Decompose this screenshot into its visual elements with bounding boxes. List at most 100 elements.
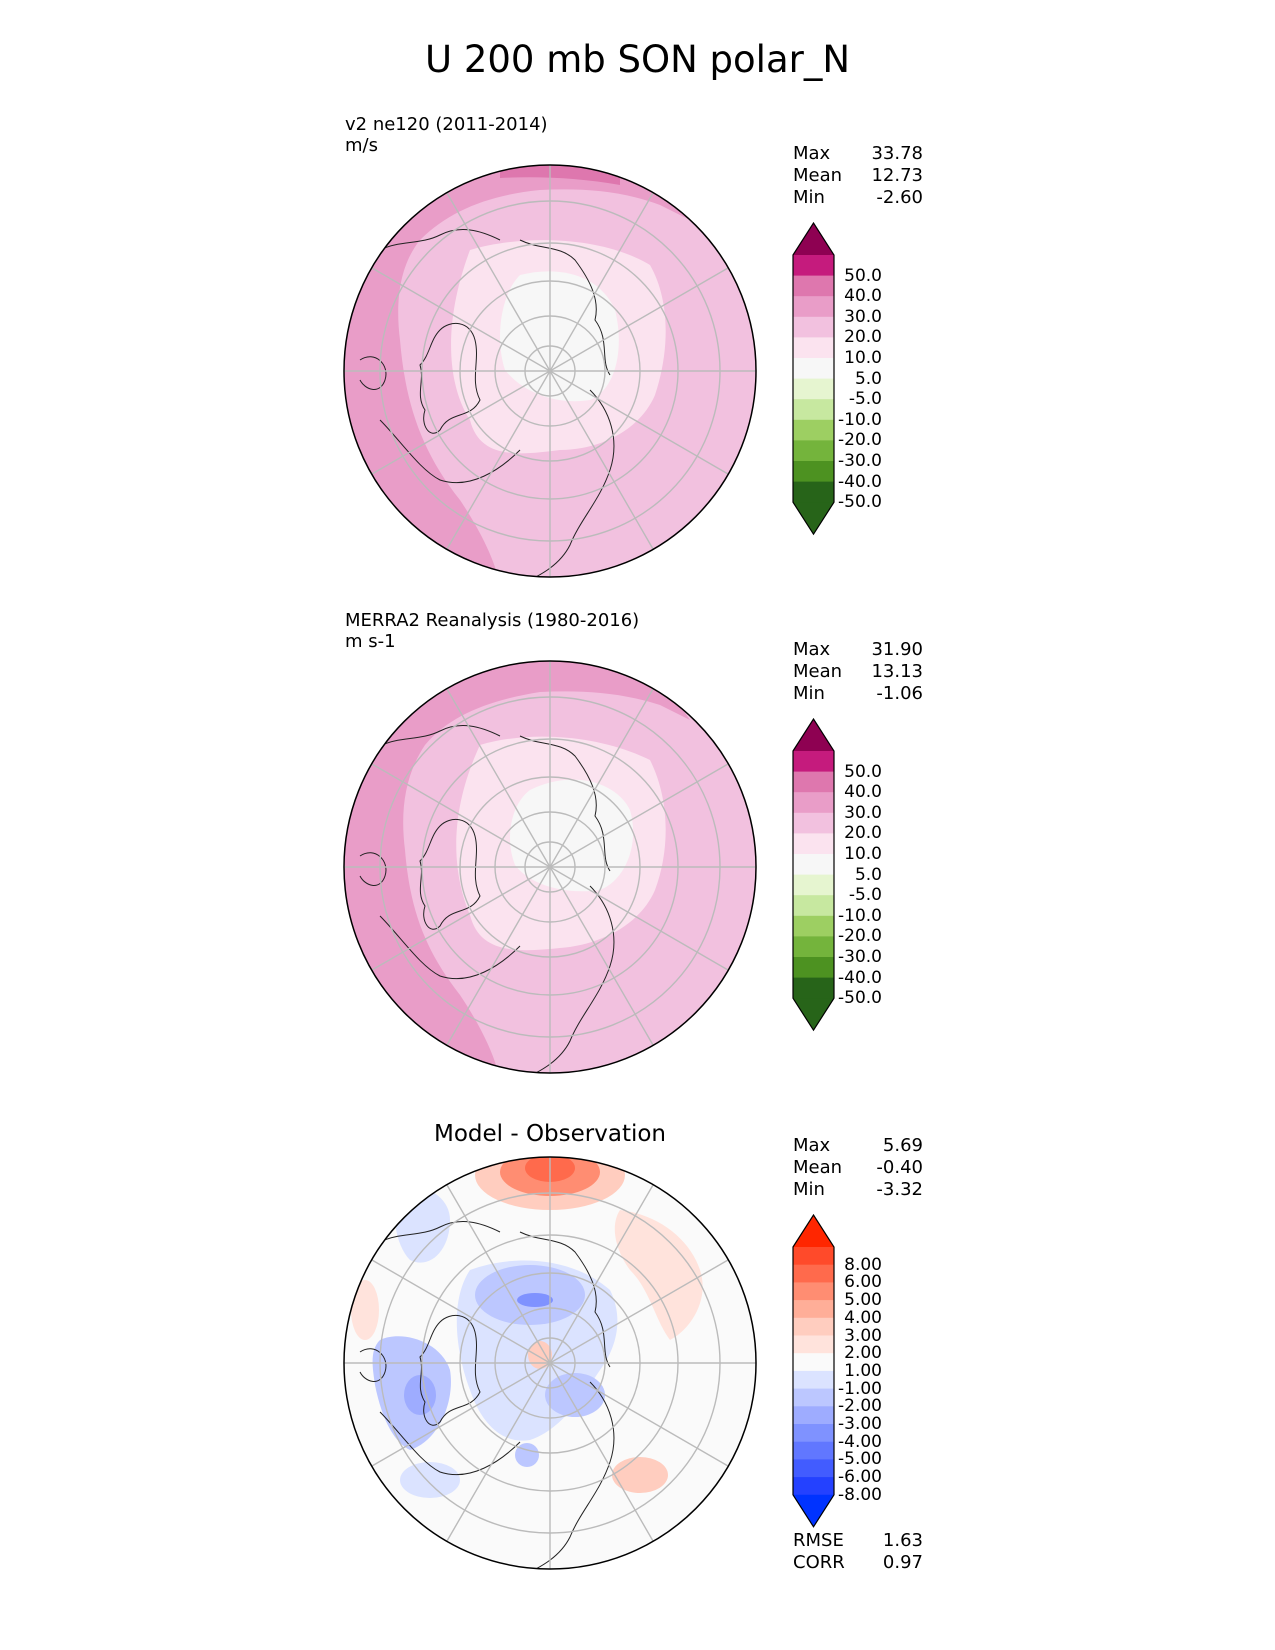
panel2-colorbar (792, 717, 835, 1032)
colorbar-tick-label: 20.0 (844, 823, 882, 844)
colorbar-segment (793, 895, 834, 917)
colorbar-tick-label: 6.00 (844, 1272, 882, 1293)
stat-label: Max (793, 639, 831, 660)
panel1-stats: Max 33.78 Mean 12.73 Min -2.60 (793, 143, 923, 209)
figure-title: U 200 mb SON polar_N (424, 38, 851, 81)
stat-max: 31.90 (871, 639, 923, 660)
stat-min: -3.32 (876, 1179, 923, 1200)
colorbar-tick-label: 40.0 (844, 286, 882, 307)
colorbar-tick-label: 30.0 (844, 802, 882, 823)
jet-band-fill (344, 661, 690, 1073)
panel2-title: MERRA2 Reanalysis (1980-2016) (345, 610, 640, 631)
graticule (344, 165, 756, 577)
colorbar-segment (793, 874, 834, 896)
colorbar-segment (793, 1264, 834, 1283)
panel3-map (343, 1156, 757, 1570)
panel2-stats: Max 31.90 Mean 13.13 Min -1.06 (793, 639, 923, 705)
colorbar-tick-label: 4.00 (844, 1307, 882, 1328)
stat-mean: 12.73 (871, 165, 923, 186)
panel2-map (343, 660, 757, 1074)
colorbar-tick-label: 8.00 (844, 1254, 882, 1275)
panel1-colorbar (792, 221, 835, 536)
colorbar-tick-label: -8.00 (838, 1484, 882, 1505)
colorbar-tick-label: -10.0 (838, 409, 882, 430)
metric-label: CORR (793, 1552, 845, 1573)
colorbar-segment (793, 1370, 834, 1390)
metric-corr: 0.97 (882, 1552, 923, 1573)
colorbar-segment (793, 854, 834, 876)
negative-anomaly-fill (517, 1293, 553, 1307)
colorbar-tick-label: 5.0 (854, 864, 882, 885)
panel3-colorbar (792, 1213, 835, 1528)
colorbar-tick-label: -4.00 (838, 1431, 882, 1452)
colorbar-top-extension (793, 719, 834, 751)
colorbar-tick-label: -50.0 (838, 988, 882, 1009)
colorbar-segment (793, 275, 834, 297)
panel1-units: m/s (345, 135, 378, 156)
colorbar-segment (793, 1300, 834, 1319)
stat-label: Max (793, 1135, 831, 1156)
colorbar-tick-label: -2.00 (838, 1396, 882, 1417)
positive-anomaly-fill (528, 1341, 552, 1369)
near-zero-fill (500, 271, 619, 402)
colorbar-segment (793, 977, 834, 999)
colorbar-segment (793, 296, 834, 318)
stat-label: Mean (793, 1157, 843, 1178)
map-boundary (343, 164, 757, 578)
panel1-title: v2 ne120 (2011-2014) (345, 114, 548, 135)
stat-label: Min (793, 1179, 825, 1200)
colorbar-segment (793, 358, 834, 380)
stat-min: -1.06 (876, 683, 923, 704)
colorbar-tick-label: -20.0 (838, 430, 882, 451)
stat-label: Mean (793, 661, 843, 682)
colorbar-segment (793, 751, 834, 773)
negative-anomaly-fill (515, 1443, 539, 1467)
colorbar-tick-label: -50.0 (838, 492, 882, 513)
panel1-map (343, 164, 757, 578)
colorbar-tick-label: 10.0 (844, 844, 882, 864)
colorbar-tick-label: 2.00 (844, 1343, 882, 1364)
colorbar-segment (793, 1317, 834, 1336)
colorbar-tick-label: 1.00 (844, 1360, 882, 1381)
negative-anomaly-fill (545, 1373, 605, 1417)
colorbar-segment (793, 1441, 834, 1460)
panel3-stats: Max 5.69 Mean -0.40 Min -3.32 (793, 1135, 923, 1201)
negative-anomaly-fill (404, 1375, 436, 1415)
colorbar-tick-label: 10.0 (844, 348, 882, 368)
colorbar-segment (793, 419, 834, 441)
colorbar-segment (793, 915, 834, 937)
stat-min: -2.60 (876, 187, 923, 208)
negative-anomaly-fill (400, 1462, 460, 1498)
colorbar-outline (792, 1213, 835, 1528)
metric-label: RMSE (793, 1530, 844, 1551)
colorbar-tick-label: -3.00 (838, 1414, 882, 1434)
colorbar-tick-label: -30.0 (838, 947, 882, 967)
panel3-title: Model - Observation (433, 1121, 667, 1147)
stat-max: 33.78 (871, 143, 923, 164)
colorbar-segment (793, 461, 834, 483)
colorbar-segment (793, 1459, 834, 1478)
colorbar-segment (793, 1335, 834, 1354)
colorbar-tick-label: -40.0 (838, 471, 882, 492)
colorbar-segment (793, 1388, 834, 1407)
metric-rmse: 1.63 (882, 1530, 923, 1551)
colorbar-outline (792, 221, 835, 536)
colorbar-tick-label: -20.0 (838, 926, 882, 947)
colorbar-segment (793, 957, 834, 979)
colorbar-bottom-extension (793, 502, 834, 535)
colorbar-outline (792, 717, 835, 1032)
colorbar-tick-label: -10.0 (838, 905, 882, 926)
stat-label: Min (793, 683, 825, 704)
near-zero-fill (510, 779, 634, 892)
graticule (344, 661, 756, 1073)
colorbar-top-extension (793, 223, 834, 255)
positive-anomaly-fill (612, 1457, 668, 1493)
colorbar-tick-label: 5.00 (844, 1290, 882, 1311)
stat-label: Min (793, 187, 825, 208)
colorbar-tick-label: 3.00 (844, 1325, 882, 1346)
colorbar-segment (793, 936, 834, 958)
graticule (344, 1157, 756, 1569)
colorbar-bottom-extension (793, 998, 834, 1031)
colorbar-segment (793, 1477, 834, 1496)
